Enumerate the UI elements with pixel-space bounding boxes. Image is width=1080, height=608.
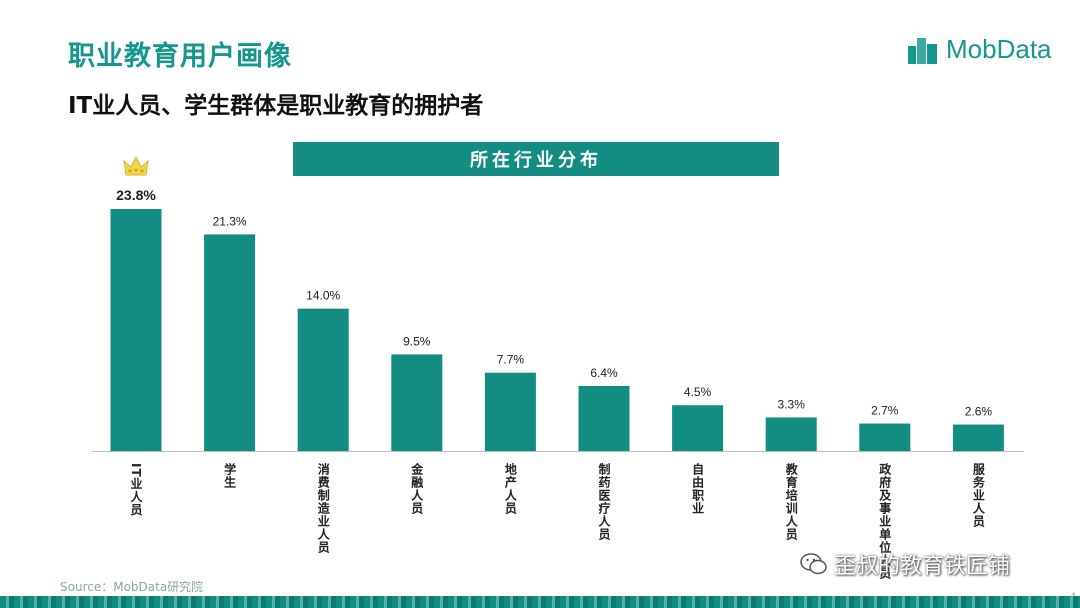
category-label-6: 自由职业 [691, 462, 705, 515]
source-note: Source：MobData研究院 [60, 580, 204, 594]
bar-0 [110, 209, 162, 451]
bar-2 [297, 308, 349, 451]
data-label-3: 9.5% [403, 334, 431, 348]
wechat-icon [800, 553, 827, 575]
data-label-7: 3.3% [778, 397, 806, 411]
bar-8 [859, 423, 911, 451]
category-label-2: 消费制造业人员 [316, 462, 330, 554]
bar-5 [578, 385, 630, 451]
data-label-2: 14.0% [306, 289, 340, 303]
data-label-8: 2.7% [871, 404, 899, 418]
category-label-1: 学生 [223, 462, 237, 489]
mobdata-logo: MobData [908, 32, 1052, 66]
bar-1 [204, 234, 256, 451]
data-label-9: 2.6% [965, 405, 993, 419]
data-label-4: 7.7% [497, 353, 525, 367]
bar-6 [672, 405, 724, 451]
data-label-6: 4.5% [684, 385, 712, 399]
bar-9 [952, 424, 1004, 451]
category-label-8: 政府及事业单位人员 [878, 462, 892, 580]
data-label-5: 6.4% [590, 366, 618, 380]
chart-title: 所在行业分布 [293, 142, 779, 176]
category-label-7: 教育培训人员 [784, 462, 798, 541]
bar-7 [765, 417, 817, 451]
category-label-9: 服务业人员 [971, 462, 985, 528]
data-label-0: 23.8% [116, 187, 156, 203]
building-logo-icon [908, 38, 937, 64]
category-label-4: 地产人员 [503, 462, 517, 515]
bar-3 [391, 354, 443, 451]
logo-text: MobData [946, 33, 1052, 64]
watermark-text: 歪叔的教育铁匠铺 [834, 554, 1011, 579]
page-subtitle: IT业人员、学生群体是职业教育的拥护者 [68, 93, 484, 119]
bar-4 [484, 372, 536, 451]
category-label-5: 制药医疗人员 [597, 462, 611, 541]
category-label-3: 金融人员 [410, 462, 424, 515]
bottom-decor-strip [0, 596, 1080, 608]
page-title: 职业教育用户画像 [68, 41, 292, 72]
category-label-0: IT业人员 [129, 463, 143, 517]
watermark: 歪叔的教育铁匠铺 [800, 548, 1010, 580]
crown-icon [123, 155, 149, 176]
data-label-1: 21.3% [213, 214, 247, 228]
